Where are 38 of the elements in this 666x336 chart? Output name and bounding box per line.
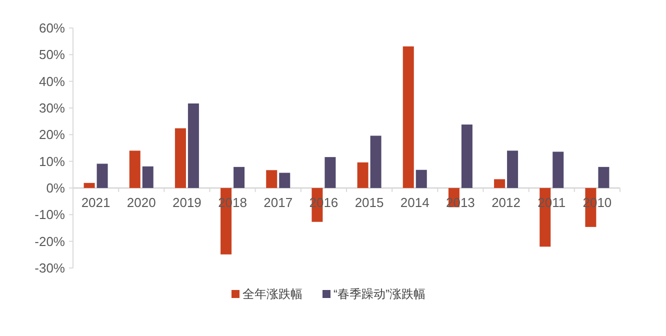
- bar: [324, 157, 336, 188]
- x-tick-label: 2014: [400, 195, 430, 210]
- bar: [174, 128, 186, 188]
- bar: [234, 166, 245, 188]
- x-tick-label: 2012: [492, 195, 521, 210]
- x-tick-label: 2017: [264, 195, 293, 210]
- bar: [279, 172, 290, 188]
- x-tick-label: 2015: [354, 195, 384, 210]
- y-tick-label: 40%: [38, 74, 66, 89]
- legend-label: “春季躁动”涨跌幅: [334, 287, 426, 301]
- bar: [402, 46, 414, 188]
- y-tick-label: 50%: [38, 47, 66, 62]
- bar: [598, 166, 610, 188]
- y-tick-label: 60%: [38, 20, 66, 36]
- bar: [507, 150, 518, 188]
- bar: [188, 103, 199, 188]
- y-tick-label: 30%: [38, 100, 66, 116]
- bar: [494, 179, 506, 188]
- y-tick-label: 20%: [38, 127, 66, 142]
- bar: [552, 152, 564, 188]
- bar: [266, 170, 278, 188]
- x-tick-label: 2021: [81, 195, 110, 210]
- bar: [84, 182, 95, 188]
- y-tick-label: -20%: [34, 234, 66, 249]
- bar: [129, 150, 140, 188]
- bar: [357, 162, 368, 188]
- bar: [96, 164, 108, 188]
- y-tick-label: -30%: [34, 260, 66, 276]
- y-tick-label: 10%: [38, 154, 66, 169]
- y-tick-label: -10%: [34, 207, 66, 222]
- x-tick-label: 2019: [172, 195, 202, 210]
- legend-label: 全年涨跌幅: [242, 287, 302, 301]
- bar: [461, 124, 472, 188]
- bar: [142, 166, 154, 188]
- y-tick-label: 0%: [46, 180, 66, 196]
- x-tick-label: 2020: [126, 195, 156, 210]
- bar: [370, 136, 382, 188]
- bar: [416, 170, 427, 188]
